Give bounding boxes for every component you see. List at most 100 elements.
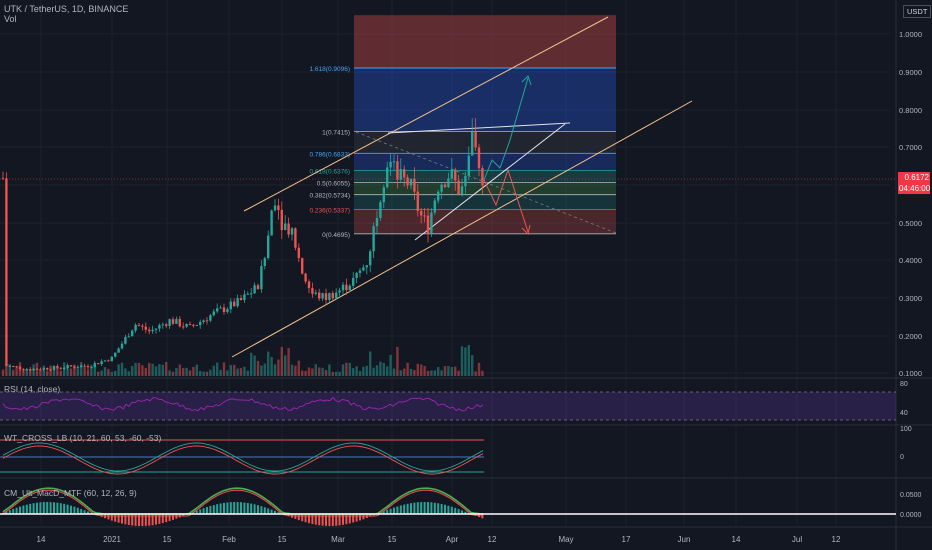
macd-hist: [29, 503, 32, 514]
macd-hist: [80, 508, 83, 514]
volume-bar: [273, 364, 277, 376]
volume-bar: [460, 346, 464, 376]
volume-bar: [97, 371, 100, 376]
macd-hist: [212, 505, 215, 514]
volume-bar: [358, 371, 362, 376]
time-tick: 15: [278, 535, 287, 544]
candle-body: [352, 277, 355, 286]
candle-body: [375, 217, 379, 227]
volume-bar: [277, 359, 280, 376]
fib-band: [354, 209, 616, 234]
volume-bar: [171, 371, 175, 376]
volume-bar: [229, 364, 232, 376]
candle-body: [389, 161, 392, 168]
candle-body: [443, 184, 447, 188]
volume-bar: [430, 370, 433, 376]
macd-hist: [328, 514, 331, 526]
candle-body: [209, 315, 212, 321]
macd-hist: [229, 502, 232, 514]
macd-hist: [134, 514, 137, 526]
candle-body: [450, 169, 453, 179]
time-tick: Jun: [678, 535, 691, 544]
macd-hist: [121, 514, 123, 524]
volume-bar: [1, 369, 5, 376]
macd-hist: [76, 507, 79, 514]
candle-body: [205, 320, 209, 322]
candle-body: [56, 365, 59, 368]
candle-body: [182, 326, 185, 328]
macd-hist: [464, 511, 467, 514]
volume-bar: [403, 368, 406, 376]
macd-hist: [226, 502, 229, 514]
candle-body: [477, 147, 481, 169]
macd-hist: [396, 506, 399, 514]
candle-body: [185, 324, 188, 327]
candle-body: [226, 309, 229, 313]
candle-body: [406, 177, 409, 186]
candles: [1, 118, 484, 376]
candle-body: [321, 293, 324, 299]
fib-label: 0.786(0.6833): [310, 151, 350, 158]
fib-band: [354, 153, 616, 171]
candle-body: [464, 175, 467, 187]
fib-band: [354, 68, 616, 132]
volume-bar: [226, 370, 229, 376]
macd-hist: [335, 514, 338, 526]
macd-hist: [393, 507, 395, 514]
macd-hist: [318, 514, 321, 526]
volume-bar: [35, 362, 39, 376]
macd-hist: [308, 514, 310, 524]
bear-arrowhead: [521, 224, 531, 235]
candle-body: [151, 329, 154, 332]
volume-bar: [307, 367, 311, 376]
macd-hist: [338, 514, 341, 526]
candle-body: [287, 223, 290, 235]
volume-bar: [73, 364, 76, 376]
macd-hist: [223, 502, 225, 514]
candle-body: [341, 284, 345, 291]
macd-hist: [138, 514, 140, 526]
candle-body: [267, 235, 270, 259]
volume-bar: [239, 368, 243, 376]
macd-hist: [430, 502, 433, 514]
macd-hist: [423, 502, 426, 514]
macd-hist: [433, 502, 436, 514]
candle-body: [124, 337, 127, 344]
volume-bar: [114, 370, 117, 376]
currency-badge[interactable]: USDT: [903, 5, 932, 18]
macd-hist: [36, 502, 38, 514]
candle-body: [426, 215, 430, 234]
volume-bar: [188, 370, 192, 376]
volume-bar: [314, 364, 317, 376]
macd-hist: [83, 510, 86, 514]
macd-hist: [39, 502, 42, 514]
candle-body: [100, 361, 103, 365]
candle-body: [392, 161, 396, 163]
macd-hist: [161, 514, 164, 524]
macd-hist: [165, 514, 168, 523]
macd-hist: [209, 505, 212, 514]
candle-body: [69, 365, 73, 367]
volume-bar: [379, 361, 382, 376]
candle-body: [243, 294, 246, 301]
macd-hist: [141, 514, 144, 526]
volume-bar: [301, 370, 304, 376]
candle-body: [355, 273, 358, 278]
time-tick: 15: [163, 535, 172, 544]
volume-bar: [386, 366, 389, 376]
volume-bar: [338, 371, 341, 376]
volume-bar: [471, 355, 474, 376]
candle-body: [161, 324, 164, 326]
volume-bar: [222, 362, 226, 376]
macd-hist: [19, 506, 21, 514]
volume-bar: [182, 368, 185, 376]
price-tick: 0.9000: [899, 68, 922, 77]
candle-body: [328, 293, 331, 300]
macd-hist: [345, 514, 348, 525]
candle-body: [280, 210, 283, 231]
macd-hist: [63, 503, 66, 514]
volume-bar: [297, 360, 300, 376]
macd-hist: [172, 514, 174, 520]
volume-bar: [341, 364, 345, 376]
